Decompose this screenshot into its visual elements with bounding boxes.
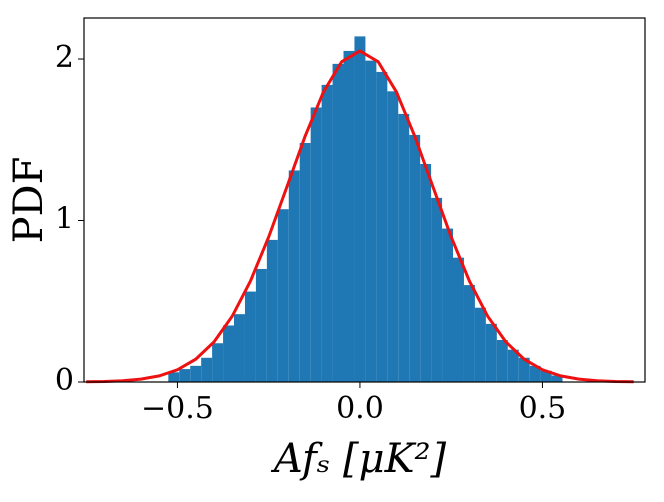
y-tick-label: 0 — [55, 363, 74, 398]
bar — [190, 365, 202, 382]
x-tick-label: −0.5 — [141, 391, 214, 426]
bar — [529, 365, 541, 382]
bar — [266, 239, 278, 382]
bar — [365, 60, 377, 382]
y-axis-label: PDF — [6, 157, 52, 244]
bar — [310, 107, 322, 383]
y-tick-label: 2 — [55, 40, 74, 75]
bar — [244, 291, 256, 382]
bar — [398, 113, 410, 382]
bar — [354, 36, 366, 382]
bar — [288, 170, 300, 382]
bar — [343, 50, 355, 383]
bar — [442, 228, 454, 382]
bar — [507, 349, 519, 382]
bar — [299, 142, 311, 382]
bar — [387, 91, 399, 382]
fit-curve — [86, 49, 634, 384]
bar — [212, 343, 224, 382]
x-axis-label: Afₛ [μK²] — [270, 436, 447, 482]
bar — [255, 268, 267, 382]
bar — [409, 134, 421, 382]
y-tick-label: 1 — [55, 202, 74, 237]
plot-frame — [83, 17, 646, 383]
bar — [431, 197, 443, 382]
bar — [321, 84, 333, 382]
bar — [168, 372, 180, 382]
bar — [496, 340, 508, 382]
bar — [463, 285, 475, 382]
bar — [485, 323, 497, 382]
bar — [277, 209, 289, 382]
x-tick-label: 0.5 — [519, 391, 567, 426]
bar — [376, 71, 388, 382]
bar — [420, 163, 432, 382]
bar — [474, 307, 486, 382]
x-tick-label: 0.0 — [336, 391, 384, 426]
bar — [201, 357, 213, 382]
bar — [453, 257, 464, 382]
bar — [223, 325, 235, 382]
bar — [540, 370, 552, 382]
bar — [179, 369, 191, 382]
bar — [332, 63, 344, 383]
bar — [234, 314, 245, 382]
bar — [551, 375, 563, 382]
bar — [518, 357, 530, 382]
